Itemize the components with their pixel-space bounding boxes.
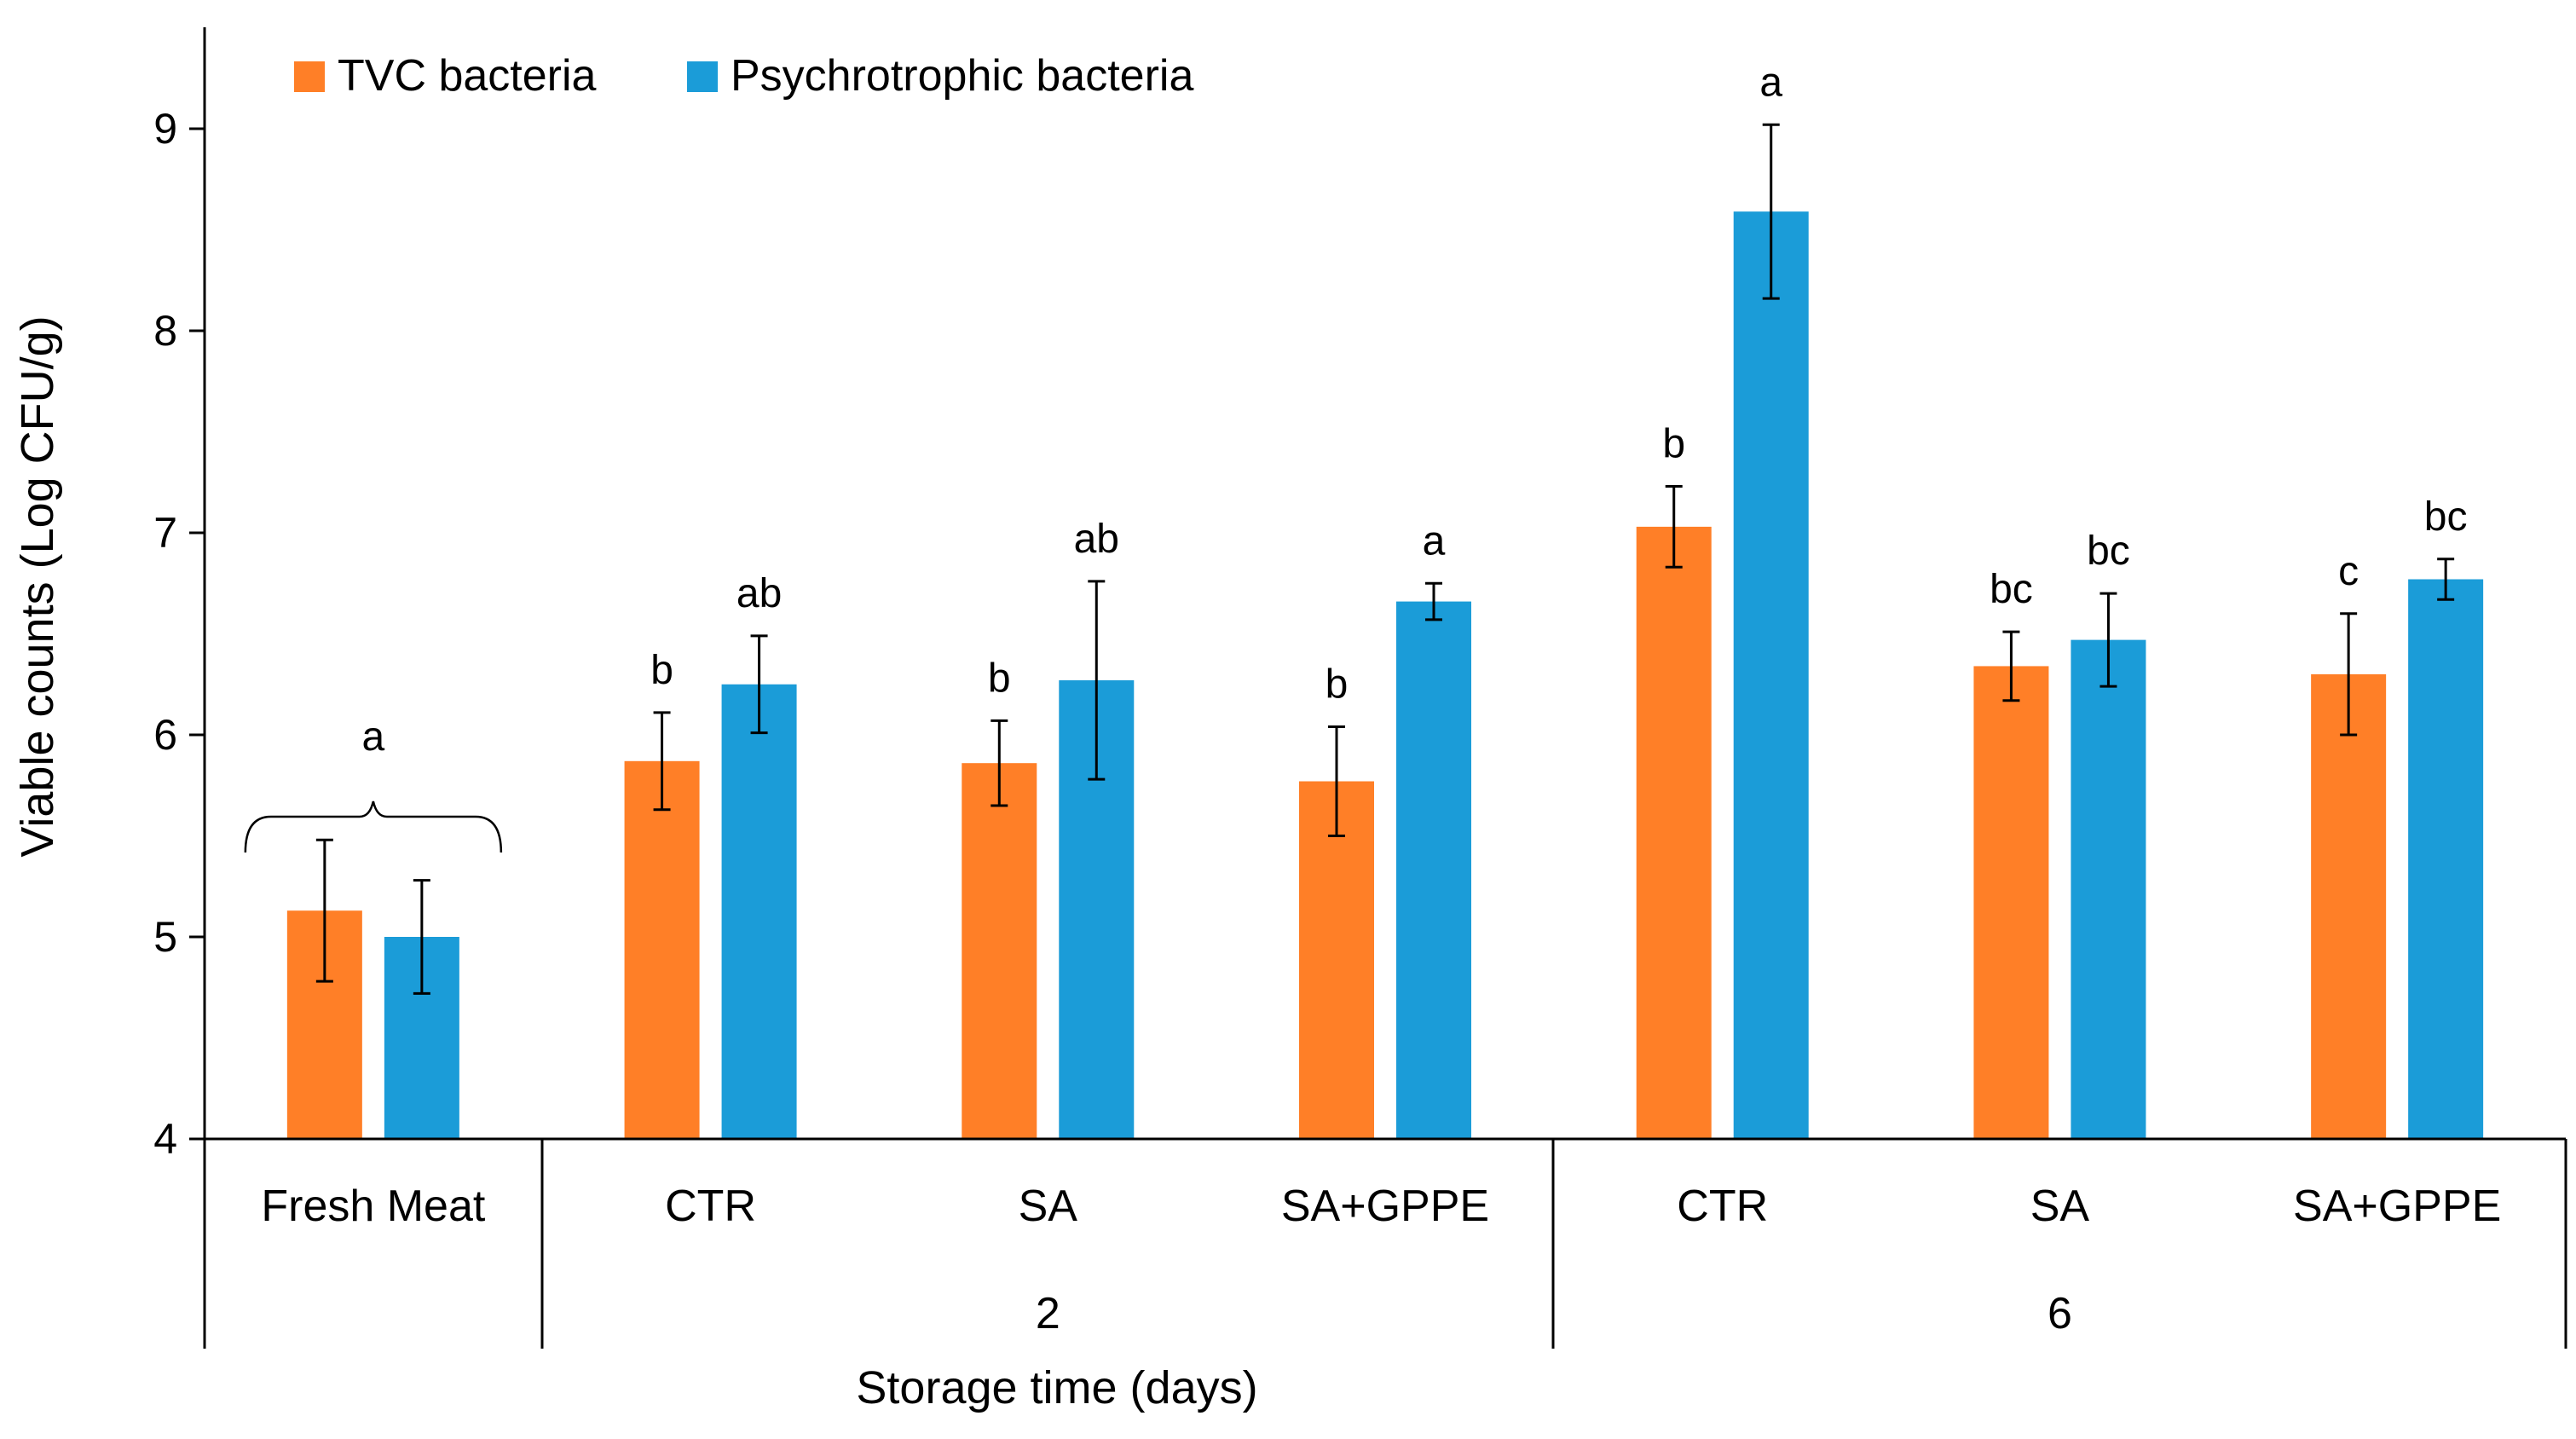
significance-label: bc	[2087, 529, 2130, 574]
significance-label: bc	[2424, 494, 2468, 540]
x-category-label: CTR	[1677, 1182, 1768, 1231]
error-bars	[315, 123, 2455, 995]
bar-tvc	[1299, 781, 1374, 1139]
legend-label: Psychrotrophic bacteria	[731, 51, 1193, 101]
significance-label: b	[1326, 662, 1349, 708]
category-labels: Fresh Meat CTR SA SA+GPPE CTR SA SA+GPPE 2 6	[261, 1182, 2501, 1338]
error-bar	[1762, 123, 1780, 300]
bar-tvc	[1973, 666, 2049, 1139]
legend-swatch	[687, 61, 718, 92]
bar-tvc	[2311, 673, 2387, 1139]
x-category-label: CTR	[665, 1182, 756, 1231]
x-category-label: SA	[2030, 1182, 2090, 1231]
y-tick-label: 4	[153, 1115, 177, 1163]
legend-label: TVC bacteria	[338, 51, 597, 101]
y-tick-label: 6	[153, 711, 177, 759]
error-bar	[1425, 581, 1442, 621]
x-category-label: SA+GPPE	[1281, 1182, 1489, 1231]
error-bar	[413, 879, 430, 995]
significance-label: b	[650, 648, 673, 693]
y-axis-title: Viable counts (Log CFU/g)	[12, 315, 63, 857]
error-bar	[2437, 558, 2455, 601]
brace-annotation	[244, 800, 503, 853]
y-tick-label: 7	[153, 509, 177, 557]
bar-psychrotrophic	[721, 684, 797, 1139]
significance-labels: b b b b bc c ab ab a a bc bc a	[244, 60, 2468, 853]
error-bar	[1328, 725, 1345, 837]
x-group-label: 2	[1036, 1289, 1060, 1338]
x-category-label: SA+GPPE	[2293, 1182, 2501, 1231]
y-axis-ticks: 4 5 6 7 8 9	[153, 105, 205, 1163]
error-bar	[1665, 484, 1683, 569]
error-bar	[2099, 592, 2117, 688]
legend-swatch	[294, 61, 325, 92]
x-category-label: Fresh Meat	[261, 1182, 486, 1231]
error-bar	[2340, 612, 2358, 737]
y-tick-label: 5	[153, 913, 177, 961]
error-bar	[653, 711, 671, 812]
significance-label: ab	[736, 571, 782, 616]
error-bar	[750, 634, 768, 735]
axes	[203, 27, 2567, 1349]
significance-label: b	[1662, 421, 1685, 466]
significance-label: c	[2338, 549, 2359, 594]
y-tick-label: 9	[153, 105, 177, 153]
error-bar	[1088, 580, 1106, 781]
error-bar	[991, 719, 1008, 807]
bar-psychrotrophic	[1733, 211, 1809, 1139]
bar-psychrotrophic	[2071, 639, 2146, 1139]
bar-psychrotrophic	[1396, 601, 1471, 1139]
error-bar	[2002, 630, 2020, 702]
significance-label: ab	[1074, 517, 1119, 562]
brace-label: a	[362, 714, 385, 760]
significance-label: a	[1423, 518, 1446, 563]
x-axis-title: Storage time (days)	[856, 1362, 1257, 1413]
y-tick-label: 8	[153, 307, 177, 355]
x-category-label: SA	[1019, 1182, 1078, 1231]
significance-label: bc	[1990, 567, 2033, 612]
error-bar	[315, 838, 333, 983]
significance-label: b	[988, 656, 1011, 701]
bar-psychrotrophic	[2408, 579, 2484, 1139]
bar-tvc	[624, 760, 700, 1139]
x-group-label: 6	[2048, 1289, 2072, 1338]
significance-label: a	[1759, 60, 1782, 105]
bar-tvc	[962, 763, 1037, 1139]
bar-tvc	[1636, 526, 1712, 1139]
legend: TVC bacteria Psychrotrophic bacteria	[294, 51, 1193, 101]
bars	[286, 211, 2484, 1139]
